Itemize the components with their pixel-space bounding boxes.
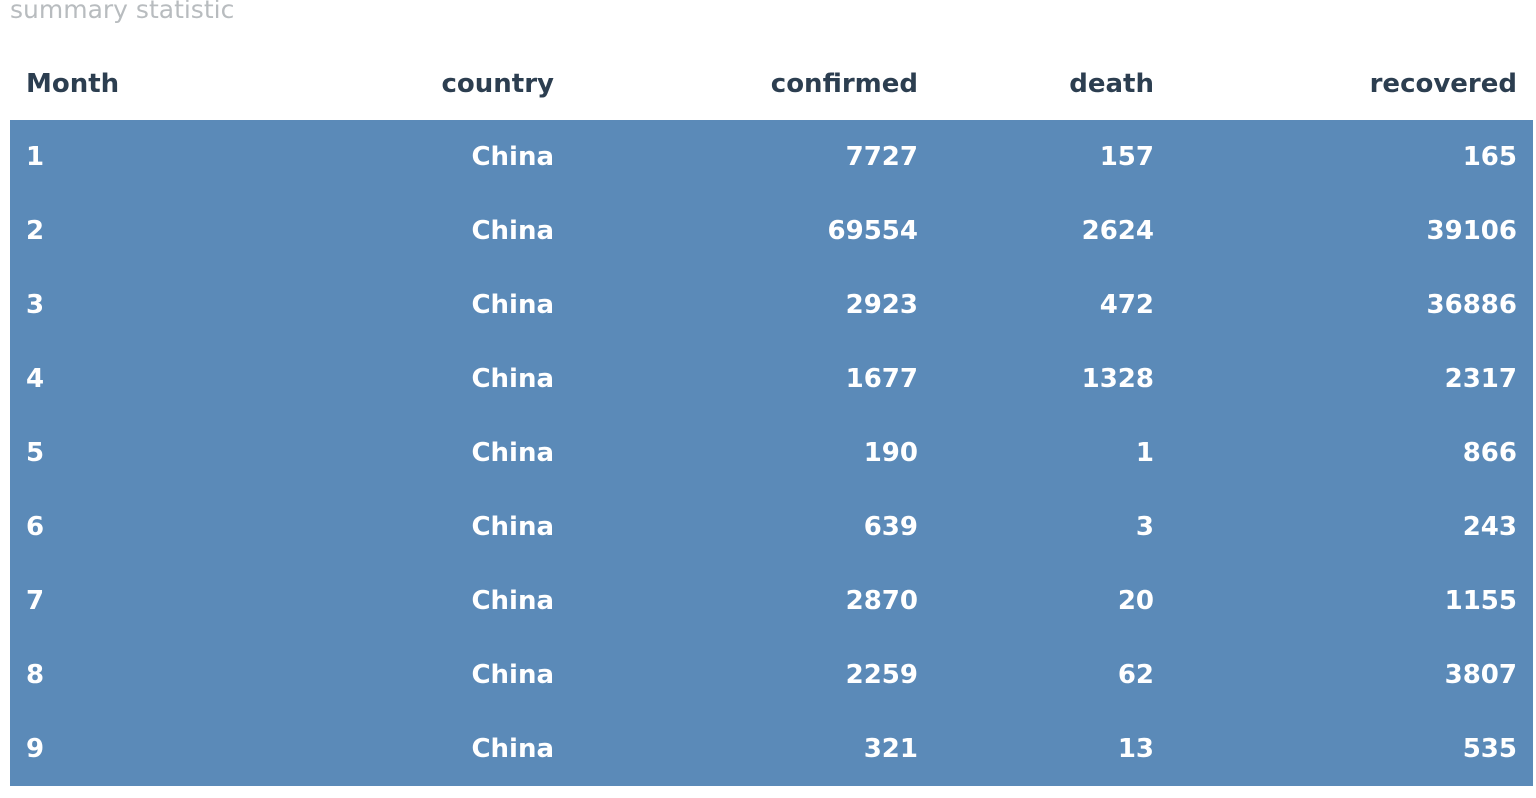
recovered-cell: 39106 — [1170, 194, 1533, 268]
table-row: 5 China 190 1 866 — [10, 416, 1533, 490]
country-cell: China — [206, 712, 570, 786]
confirmed-cell: 7727 — [570, 120, 934, 194]
death-cell: 20 — [934, 564, 1170, 638]
table-row: 2 China 69554 2624 39106 — [10, 194, 1533, 268]
country-cell: China — [206, 490, 570, 564]
country-cell: China — [206, 342, 570, 416]
confirmed-cell: 190 — [570, 416, 934, 490]
country-cell: China — [206, 416, 570, 490]
confirmed-cell: 2259 — [570, 638, 934, 712]
month-cell: 2 — [10, 194, 206, 268]
column-header-confirmed: confirmed — [570, 47, 934, 120]
country-cell: China — [206, 564, 570, 638]
column-header-recovered: recovered — [1170, 47, 1533, 120]
table-row: 1 China 7727 157 165 — [10, 120, 1533, 194]
death-cell: 2624 — [934, 194, 1170, 268]
table-row: 4 China 1677 1328 2317 — [10, 342, 1533, 416]
country-cell: China — [206, 268, 570, 342]
recovered-cell: 2317 — [1170, 342, 1533, 416]
confirmed-cell: 639 — [570, 490, 934, 564]
month-cell: 8 — [10, 638, 206, 712]
confirmed-cell: 2923 — [570, 268, 934, 342]
confirmed-cell: 69554 — [570, 194, 934, 268]
month-cell: 3 — [10, 268, 206, 342]
recovered-cell: 165 — [1170, 120, 1533, 194]
month-cell: 7 — [10, 564, 206, 638]
recovered-cell: 36886 — [1170, 268, 1533, 342]
month-cell: 5 — [10, 416, 206, 490]
death-cell: 157 — [934, 120, 1170, 194]
column-header-country: country — [206, 47, 570, 120]
country-cell: China — [206, 120, 570, 194]
confirmed-cell: 321 — [570, 712, 934, 786]
recovered-cell: 1155 — [1170, 564, 1533, 638]
table-row: 8 China 2259 62 3807 — [10, 638, 1533, 712]
summary-table: Month country confirmed death recovered … — [10, 47, 1533, 786]
month-cell: 6 — [10, 490, 206, 564]
month-cell: 4 — [10, 342, 206, 416]
table-row: 6 China 639 3 243 — [10, 490, 1533, 564]
column-header-death: death — [934, 47, 1170, 120]
recovered-cell: 3807 — [1170, 638, 1533, 712]
death-cell: 62 — [934, 638, 1170, 712]
death-cell: 1 — [934, 416, 1170, 490]
recovered-cell: 243 — [1170, 490, 1533, 564]
confirmed-cell: 2870 — [570, 564, 934, 638]
confirmed-cell: 1677 — [570, 342, 934, 416]
table-row: 3 China 2923 472 36886 — [10, 268, 1533, 342]
death-cell: 472 — [934, 268, 1170, 342]
month-cell: 1 — [10, 120, 206, 194]
column-header-month: Month — [10, 47, 206, 120]
country-cell: China — [206, 194, 570, 268]
recovered-cell: 866 — [1170, 416, 1533, 490]
header-row: Month country confirmed death recovered — [10, 47, 1533, 120]
country-cell: China — [206, 638, 570, 712]
table-caption: summary statistic — [10, 0, 235, 24]
death-cell: 3 — [934, 490, 1170, 564]
month-cell: 9 — [10, 712, 206, 786]
death-cell: 1328 — [934, 342, 1170, 416]
recovered-cell: 535 — [1170, 712, 1533, 786]
death-cell: 13 — [934, 712, 1170, 786]
table-row: 7 China 2870 20 1155 — [10, 564, 1533, 638]
table-row: 9 China 321 13 535 — [10, 712, 1533, 786]
